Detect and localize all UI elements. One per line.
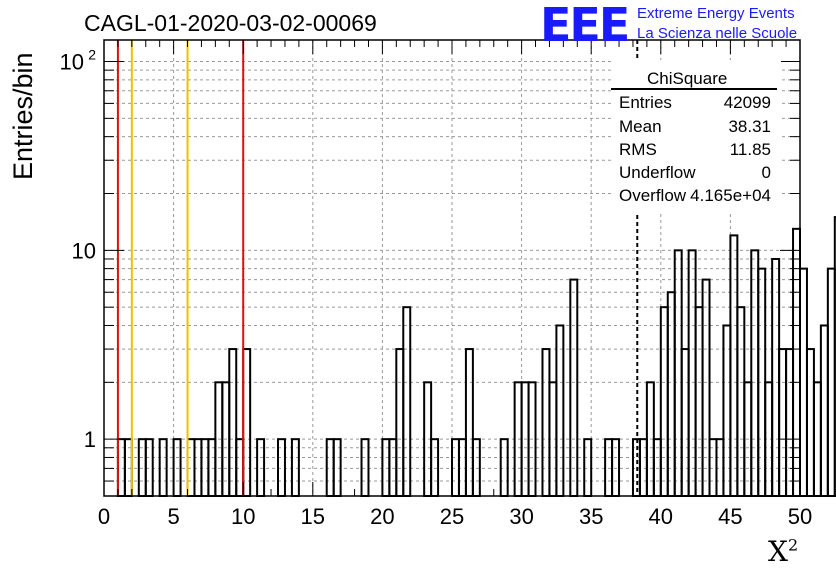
y-axis-label: Entries/bin [8,52,38,180]
x-tick-label: 40 [649,504,673,529]
stats-value: 4.165e+04 [690,186,771,205]
histogram-bin [555,324,565,497]
x-tick-label: 0 [98,504,110,529]
histogram-bin [228,348,238,497]
histogram-bin [701,278,711,497]
stats-row-overflow: Overflow 4.165e+04 [619,186,771,208]
histogram-bin [395,348,405,497]
histogram-bin [812,381,822,497]
histogram-title: CAGL-01-2020-03-02-00069 [84,10,377,36]
histogram-bin [805,348,815,497]
histogram-bin [541,348,551,497]
stats-divider [611,88,777,90]
histogram-bin [750,249,760,497]
y-tick-label: 10 [72,238,96,263]
stats-row-entries: Entries 42099 [619,93,771,115]
stats-label: RMS [619,140,657,159]
histogram-bin [680,348,690,497]
histogram-bin [659,306,669,497]
logo-line-1: Extreme Energy Events [637,5,795,22]
x-tick-label: 5 [167,504,179,529]
x-axis-label: X2 [768,535,798,568]
stats-label: Overflow [619,186,687,205]
stats-row-rms: RMS 11.85 [619,140,771,162]
histogram-bin [673,249,683,497]
histogram-bin [402,306,412,497]
x-tick-label: 30 [509,504,533,529]
logo-mark: EEE [540,0,630,52]
x-tick-label: 35 [579,504,603,529]
stats-value: 42099 [723,93,771,112]
histogram-bin [826,267,836,497]
histogram-bin [799,267,808,497]
histogram-bin [736,306,746,497]
x-tick-label: 15 [301,504,325,529]
x-tick-label: 25 [440,504,464,529]
stats-label: Entries [619,93,672,112]
stats-value: 0 [761,163,771,182]
histogram-bin [729,234,739,497]
stats-box: ChiSquare Entries 42099 Mean 38.31 RMS 11.8… [611,60,781,212]
x-tick-label: 45 [718,504,742,529]
x-axis-label-superscript: 2 [787,535,799,555]
stats-value: 38.31 [728,117,771,136]
histogram-bin [785,348,795,497]
histogram-bin [722,324,732,497]
stats-value: 11.85 [729,140,771,159]
logo-line-2: La Scienza nelle Scuole [637,25,798,42]
x-tick-label: 10 [231,504,255,529]
histogram-bin [687,249,697,497]
histogram-bin [771,257,781,497]
histogram-bin [464,348,474,497]
histogram-bin [242,348,252,497]
axis-ticks [103,40,801,497]
x-axis-label-text: X [768,535,788,568]
histogram-bin [694,306,704,497]
histogram-bin [666,291,676,497]
stats-row-mean: Mean 38.31 [619,117,771,139]
y-tick-label: 1 [84,427,96,452]
y-tick-label: 10 [60,50,84,75]
histogram-bin [778,348,788,497]
stats-label: Underflow [619,163,696,182]
stats-name: ChiSquare [647,69,728,88]
stats-row-underflow: Underflow 0 [619,163,771,185]
stats-label: Mean [619,117,662,136]
histogram-bin [819,324,829,497]
x-tick-labels: 0 5 10 15 20 25 30 35 40 45 50 [98,504,812,529]
histogram-bin [569,278,579,497]
histogram-bin [833,216,836,497]
marker-lines [116,40,639,496]
x-tick-label: 50 [788,504,812,529]
x-tick-label: 20 [370,504,394,529]
y-tick-label-superscript: 2 [88,47,96,63]
